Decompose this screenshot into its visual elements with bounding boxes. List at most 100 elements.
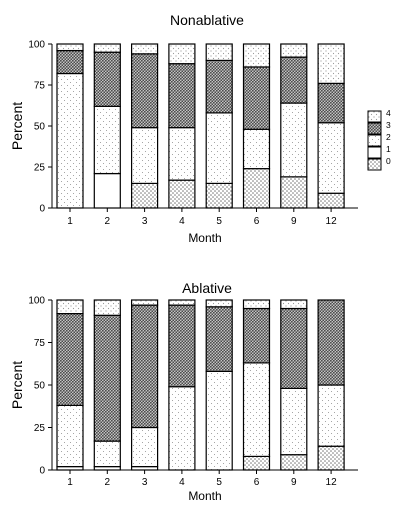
bar-segment-month-2-score-4 [93,43,121,53]
y-tick-label: 0 [39,466,45,477]
legend-swatch-2 [367,134,382,147]
bar-segment-month-6-score-3 [242,307,271,364]
legend-swatch-4 [367,110,382,123]
bar-segment-month-3-score-2 [131,426,159,468]
x-tick-label: 4 [179,477,185,488]
chart-title: Ablative [182,280,232,296]
bar-segment-month-6-score-3 [242,66,271,130]
bar-segment-month-9-score-0 [280,176,308,209]
bar-segment-month-9-score-4 [280,43,308,58]
y-ticks: 0 25 50 75 100 [28,296,52,477]
bar-segment-month-3-score-3 [131,53,159,129]
bar-segment-month-1-score-4 [56,43,84,52]
bar-segment-month-6-score-2 [242,128,271,170]
bar-segment-month-4-score-3 [168,63,196,129]
bar-segment-month-1-score-4 [56,299,84,315]
x-axis-label: Month [188,231,221,245]
bar-segment-month-9-score-2 [280,102,308,178]
x-tick-label: 5 [216,477,222,488]
x-tick-label: 1 [67,477,73,488]
bar-segment-month-6-score-0 [242,168,271,209]
bar-segment-month-12-score-2 [317,122,345,194]
legend-label-3: 3 [386,120,391,130]
x-axis-label: Month [188,489,221,503]
bar-segment-month-4-score-2 [168,127,196,181]
bar-segment-month-6-score-4 [242,299,271,310]
bar-segment-month-12-score-4 [317,43,345,84]
bars [56,43,345,209]
y-tick-label: 75 [34,338,46,349]
x-ticks: 1 2 3 4 5 6 9 12 [67,470,337,488]
bar-segment-month-2-score-2 [93,440,121,468]
bar-segment-month-2-score-3 [93,314,121,442]
bar-segment-month-4-score-2 [168,386,196,471]
bar-segment-month-12-score-2 [317,384,345,447]
x-tick-label: 1 [67,216,73,227]
y-axis-label: Percent [9,102,25,150]
x-tick-label: 12 [326,216,338,227]
bar-segment-month-1-score-2 [56,72,84,209]
y-tick-label: 75 [34,81,46,92]
legend-swatch-3 [367,122,382,135]
bar-segment-month-5-score-2 [205,370,233,471]
bar-segment-month-9-score-0 [280,454,308,471]
bar-segment-month-12-score-0 [317,192,345,209]
legend-swatch-1 [367,146,382,159]
x-tick-label: 9 [291,216,297,227]
bar-segment-month-6-score-4 [242,43,271,68]
bar-segment-month-3-score-4 [131,43,159,55]
x-tick-label: 12 [326,477,338,488]
bars [56,299,345,471]
x-tick-label: 2 [105,477,111,488]
x-tick-label: 3 [142,477,148,488]
bar-segment-month-5-score-4 [205,299,233,308]
legend-label-4: 4 [386,108,391,118]
bar-segment-month-1-score-3 [56,49,84,75]
bar-segment-month-2-score-1 [93,172,121,209]
bar-segment-month-5-score-4 [205,43,233,61]
y-tick-label: 100 [28,40,45,51]
legend-label-2: 2 [386,132,391,142]
bar-segment-month-4-score-0 [168,179,196,209]
bar-segment-month-4-score-4 [168,299,196,306]
x-ticks: 1 2 3 4 5 6 9 12 [67,208,337,227]
x-tick-label: 6 [254,477,260,488]
bar-segment-month-3-score-2 [131,127,159,184]
y-axis-label: Percent [9,361,25,409]
bar-segment-month-6-score-2 [242,362,271,457]
x-tick-label: 2 [105,216,111,227]
x-tick-label: 4 [179,216,185,227]
bar-segment-month-9-score-2 [280,387,308,456]
bar-segment-month-12-score-0 [317,445,345,471]
x-tick-label: 5 [216,216,222,227]
legend: 4 3 2 1 0 [367,108,391,171]
y-tick-label: 50 [34,122,46,133]
bar-segment-month-9-score-3 [280,56,308,104]
y-tick-label: 0 [39,204,45,215]
y-tick-label: 25 [34,423,46,434]
bar-segment-month-3-score-4 [131,299,159,306]
bar-segment-month-5-score-3 [205,59,233,114]
bar-segment-month-5-score-0 [205,182,233,209]
bar-segment-month-2-score-4 [93,299,121,316]
bar-segment-month-4-score-4 [168,43,196,65]
y-ticks: 0 25 50 75 100 [28,40,52,215]
legend-label-0: 0 [386,156,391,166]
legend-swatch-0 [367,158,382,171]
x-tick-label: 9 [291,477,297,488]
bar-segment-month-4-score-3 [168,304,196,388]
bar-segment-month-5-score-2 [205,112,233,184]
x-tick-label: 3 [142,216,148,227]
bar-segment-month-5-score-3 [205,306,233,372]
bar-segment-month-12-score-3 [317,299,345,386]
bar-segment-month-1-score-2 [56,404,84,468]
bar-segment-month-3-score-3 [131,304,159,429]
bar-segment-month-9-score-4 [280,299,308,310]
bar-segment-month-12-score-3 [317,82,345,124]
y-tick-label: 25 [34,163,46,174]
bar-segment-month-3-score-0 [131,182,159,209]
legend-label-1: 1 [386,144,391,154]
y-tick-label: 50 [34,381,46,392]
